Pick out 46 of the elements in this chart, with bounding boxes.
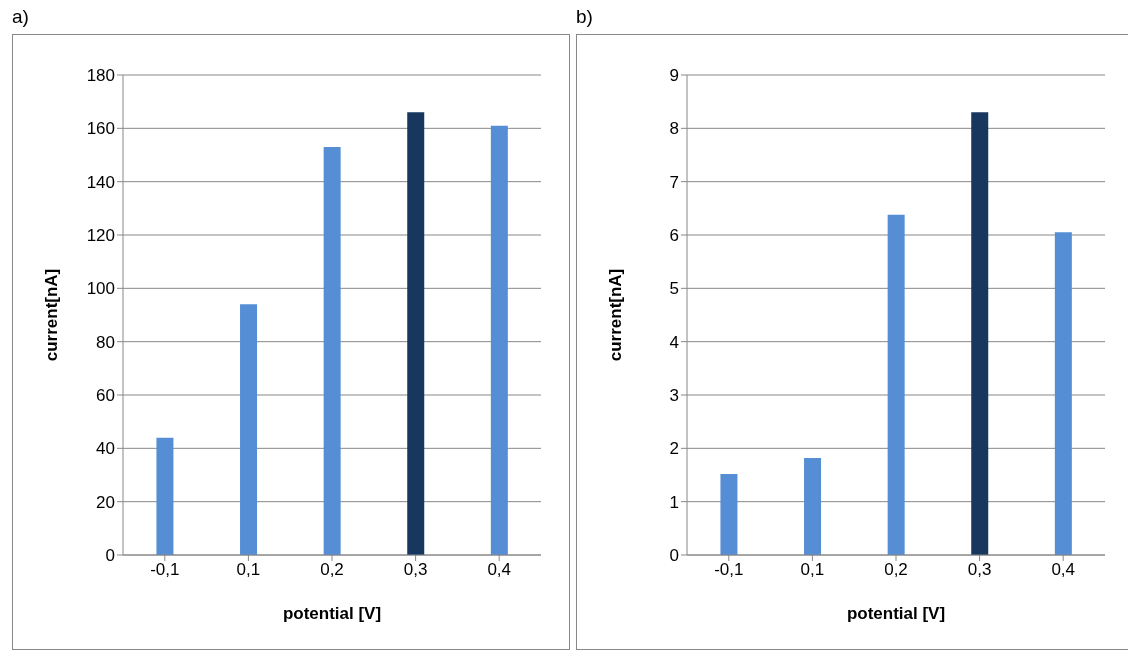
x-tick-label: 0,1 <box>800 560 825 580</box>
x-axis-title: potential [V] <box>846 604 946 623</box>
y-tick-label: 120 <box>86 226 115 246</box>
y-axis-title: current[nA] <box>606 268 626 362</box>
chart-title: a) <box>12 5 30 29</box>
x-tick-label: 0,1 <box>236 560 261 580</box>
y-tick-label: 9 <box>669 66 679 86</box>
y-tick-label: 160 <box>86 119 115 139</box>
y-tick-label: 2 <box>669 439 679 459</box>
chart-title: b) <box>576 5 594 29</box>
x-tick-label: 0,4 <box>1051 560 1076 580</box>
x-tick-label: 0,2 <box>320 560 344 580</box>
x-tick-label: 0,3 <box>967 560 992 580</box>
bar <box>971 112 989 555</box>
bar <box>1054 232 1072 555</box>
y-tick-label: 20 <box>96 492 115 512</box>
x-tick-label: 0,2 <box>884 560 908 580</box>
bar <box>156 437 174 555</box>
bar <box>407 112 425 555</box>
y-tick-label: 5 <box>669 279 679 299</box>
y-tick-label: 180 <box>86 66 115 86</box>
x-tick-label: 0,3 <box>403 560 428 580</box>
bar <box>323 147 341 555</box>
bar <box>887 214 905 555</box>
y-tick-label: 7 <box>669 172 679 192</box>
bar <box>240 304 258 555</box>
x-tick-label: -0,1 <box>714 560 744 580</box>
y-tick-label: 140 <box>86 172 115 192</box>
x-axis-title: potential [V] <box>282 604 382 623</box>
y-tick-label: 1 <box>669 492 679 512</box>
y-tick-label: 60 <box>96 386 115 406</box>
y-tick-label: 40 <box>96 439 115 459</box>
bar <box>490 125 508 555</box>
y-axis-title: current[nA] <box>42 268 62 362</box>
y-tick-label: 3 <box>669 386 679 406</box>
y-tick-label: 4 <box>669 332 679 352</box>
y-tick-label: 80 <box>96 332 115 352</box>
y-tick-label: 0 <box>669 546 679 566</box>
bar <box>720 473 738 555</box>
y-tick-label: 8 <box>669 119 679 139</box>
bar <box>804 457 822 555</box>
x-tick-label: -0,1 <box>150 560 180 580</box>
x-tick-label: 0,4 <box>487 560 512 580</box>
y-tick-label: 0 <box>105 546 115 566</box>
y-tick-label: 100 <box>86 279 115 299</box>
y-tick-label: 6 <box>669 226 679 246</box>
